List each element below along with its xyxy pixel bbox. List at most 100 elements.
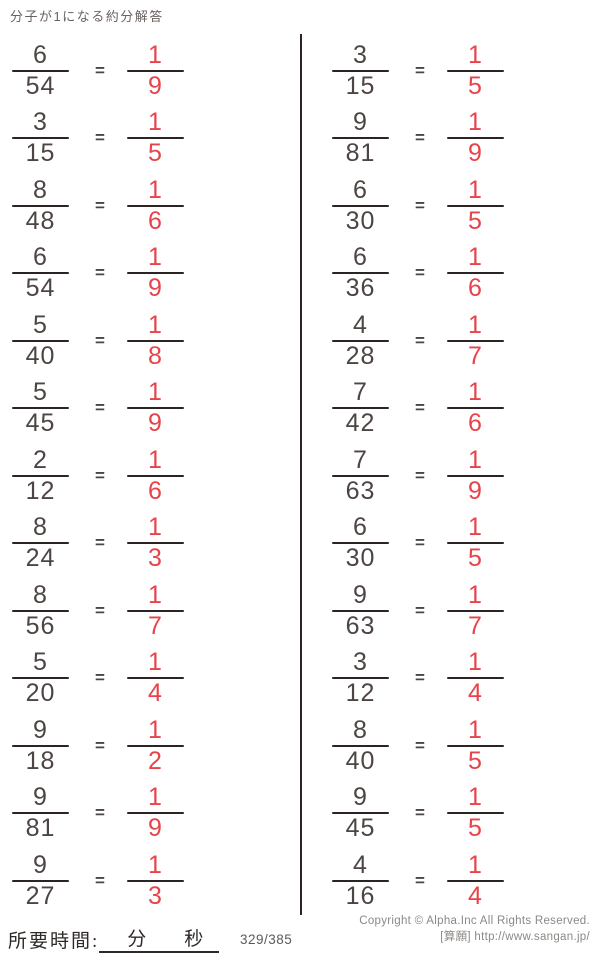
problem-row: 9 81 = 1 9 (300, 105, 600, 173)
answer-fraction: 1 3 (126, 514, 184, 572)
problem-fraction: 5 20 (12, 649, 69, 707)
problem-fraction: 8 40 (332, 715, 389, 775)
answer-numerator: 1 (467, 445, 483, 474)
fraction-bar (332, 204, 389, 207)
problem-denominator: 15 (25, 139, 56, 168)
equals-sign: = (95, 735, 105, 755)
problem-fraction: 7 63 (332, 445, 389, 505)
answer-fraction: 1 9 (446, 445, 504, 505)
problem-row: 9 45 = 1 5 (300, 780, 600, 848)
problem-row: 3 15 = 1 5 (300, 37, 600, 105)
fraction-bar (332, 474, 389, 477)
fraction-bar (126, 609, 184, 612)
problem-row: 5 40 = 1 8 (0, 307, 300, 375)
problem-numerator: 6 (353, 513, 368, 542)
answer-numerator: 1 (147, 580, 163, 609)
problem-numerator: 6 (353, 175, 368, 204)
problem-row: 8 56 = 1 7 (0, 577, 300, 645)
answer-fraction: 1 4 (446, 648, 504, 707)
answer-fraction: 1 4 (126, 648, 184, 708)
problem-denominator: 56 (25, 611, 56, 640)
problem-denominator: 81 (345, 139, 376, 168)
problem-row: 7 63 = 1 9 (300, 442, 600, 510)
answer-denominator: 7 (467, 611, 483, 640)
problem-numerator: 9 (353, 108, 368, 137)
equals-sign: = (415, 128, 425, 148)
answer-numerator: 1 (147, 850, 163, 879)
fraction-bar (446, 474, 504, 477)
equals-sign: = (415, 803, 425, 823)
copyright-line: Copyright © Alpha.Inc All Rights Reserve… (359, 915, 590, 927)
problem-fraction: 5 45 (12, 379, 69, 437)
fraction-bar (12, 609, 69, 612)
answer-fraction: 1 9 (126, 379, 184, 437)
problem-row: 8 40 = 1 5 (300, 712, 600, 780)
minutes-label: 分 (127, 929, 149, 950)
fraction-bar (332, 542, 389, 545)
equals-sign: = (415, 668, 425, 688)
answer-numerator: 1 (467, 715, 483, 744)
answer-numerator: 1 (147, 648, 163, 677)
problem-row: 3 15 = 1 5 (0, 105, 300, 173)
problem-row: 9 27 = 1 3 (0, 847, 300, 915)
answer-denominator: 7 (467, 341, 483, 370)
problem-denominator: 36 (345, 274, 376, 303)
answer-numerator: 1 (467, 648, 483, 677)
problem-row: 5 20 = 1 4 (0, 645, 300, 713)
answer-fraction: 1 4 (446, 851, 504, 910)
equals-sign: = (95, 195, 105, 215)
fraction-bar (12, 204, 69, 207)
fraction-bar (126, 69, 184, 72)
answer-denominator: 9 (147, 274, 163, 303)
problem-row: 5 45 = 1 9 (0, 375, 300, 443)
fraction-bar (12, 677, 69, 680)
fraction-bar (446, 204, 504, 207)
problem-fraction: 9 27 (12, 851, 69, 910)
fraction-bar (12, 542, 69, 545)
problem-row: 4 16 = 1 4 (300, 847, 600, 915)
problem-denominator: 28 (345, 341, 376, 370)
problem-numerator: 8 (33, 580, 48, 609)
fraction-bar (446, 137, 504, 140)
problem-row: 8 24 = 1 3 (0, 510, 300, 578)
answer-denominator: 5 (467, 544, 483, 573)
problem-fraction: 9 81 (12, 784, 69, 842)
left-column: 6 54 = 1 9 3 15 = 1 5 8 48 = (0, 37, 300, 915)
fraction-bar (446, 812, 504, 815)
fraction-bar (446, 609, 504, 612)
fraction-bar (126, 137, 184, 140)
problem-row: 6 54 = 1 9 (0, 37, 300, 105)
answer-denominator: 9 (147, 814, 163, 843)
answer-fraction: 1 5 (446, 41, 504, 100)
answer-fraction: 1 9 (126, 243, 184, 303)
problem-fraction: 9 45 (332, 784, 389, 842)
problem-row: 6 36 = 1 6 (300, 240, 600, 308)
problem-denominator: 48 (25, 206, 56, 235)
problem-numerator: 8 (353, 715, 368, 744)
equals-sign: = (415, 60, 425, 80)
answer-numerator: 1 (147, 175, 163, 204)
equals-sign: = (95, 803, 105, 823)
problem-denominator: 18 (25, 746, 56, 775)
problem-fraction: 3 15 (12, 109, 69, 167)
answer-fraction: 1 9 (126, 784, 184, 843)
problem-row: 6 30 = 1 5 (300, 510, 600, 578)
answer-fraction: 1 5 (446, 514, 504, 573)
problem-numerator: 6 (33, 40, 48, 69)
column-divider (300, 34, 302, 915)
problem-denominator: 27 (25, 881, 56, 910)
fraction-bar (332, 812, 389, 815)
equals-sign: = (95, 668, 105, 688)
answer-denominator: 4 (147, 679, 163, 708)
equals-sign: = (95, 330, 105, 350)
fraction-bar (126, 272, 184, 275)
fraction-bar (12, 339, 69, 342)
problem-denominator: 40 (25, 341, 56, 370)
problem-numerator: 5 (33, 378, 48, 407)
problem-fraction: 3 15 (332, 41, 389, 100)
answer-numerator: 1 (147, 243, 163, 272)
problem-denominator: 63 (345, 611, 376, 640)
equals-sign: = (95, 533, 105, 553)
problem-row: 2 12 = 1 6 (0, 442, 300, 510)
problem-numerator: 7 (353, 445, 368, 474)
